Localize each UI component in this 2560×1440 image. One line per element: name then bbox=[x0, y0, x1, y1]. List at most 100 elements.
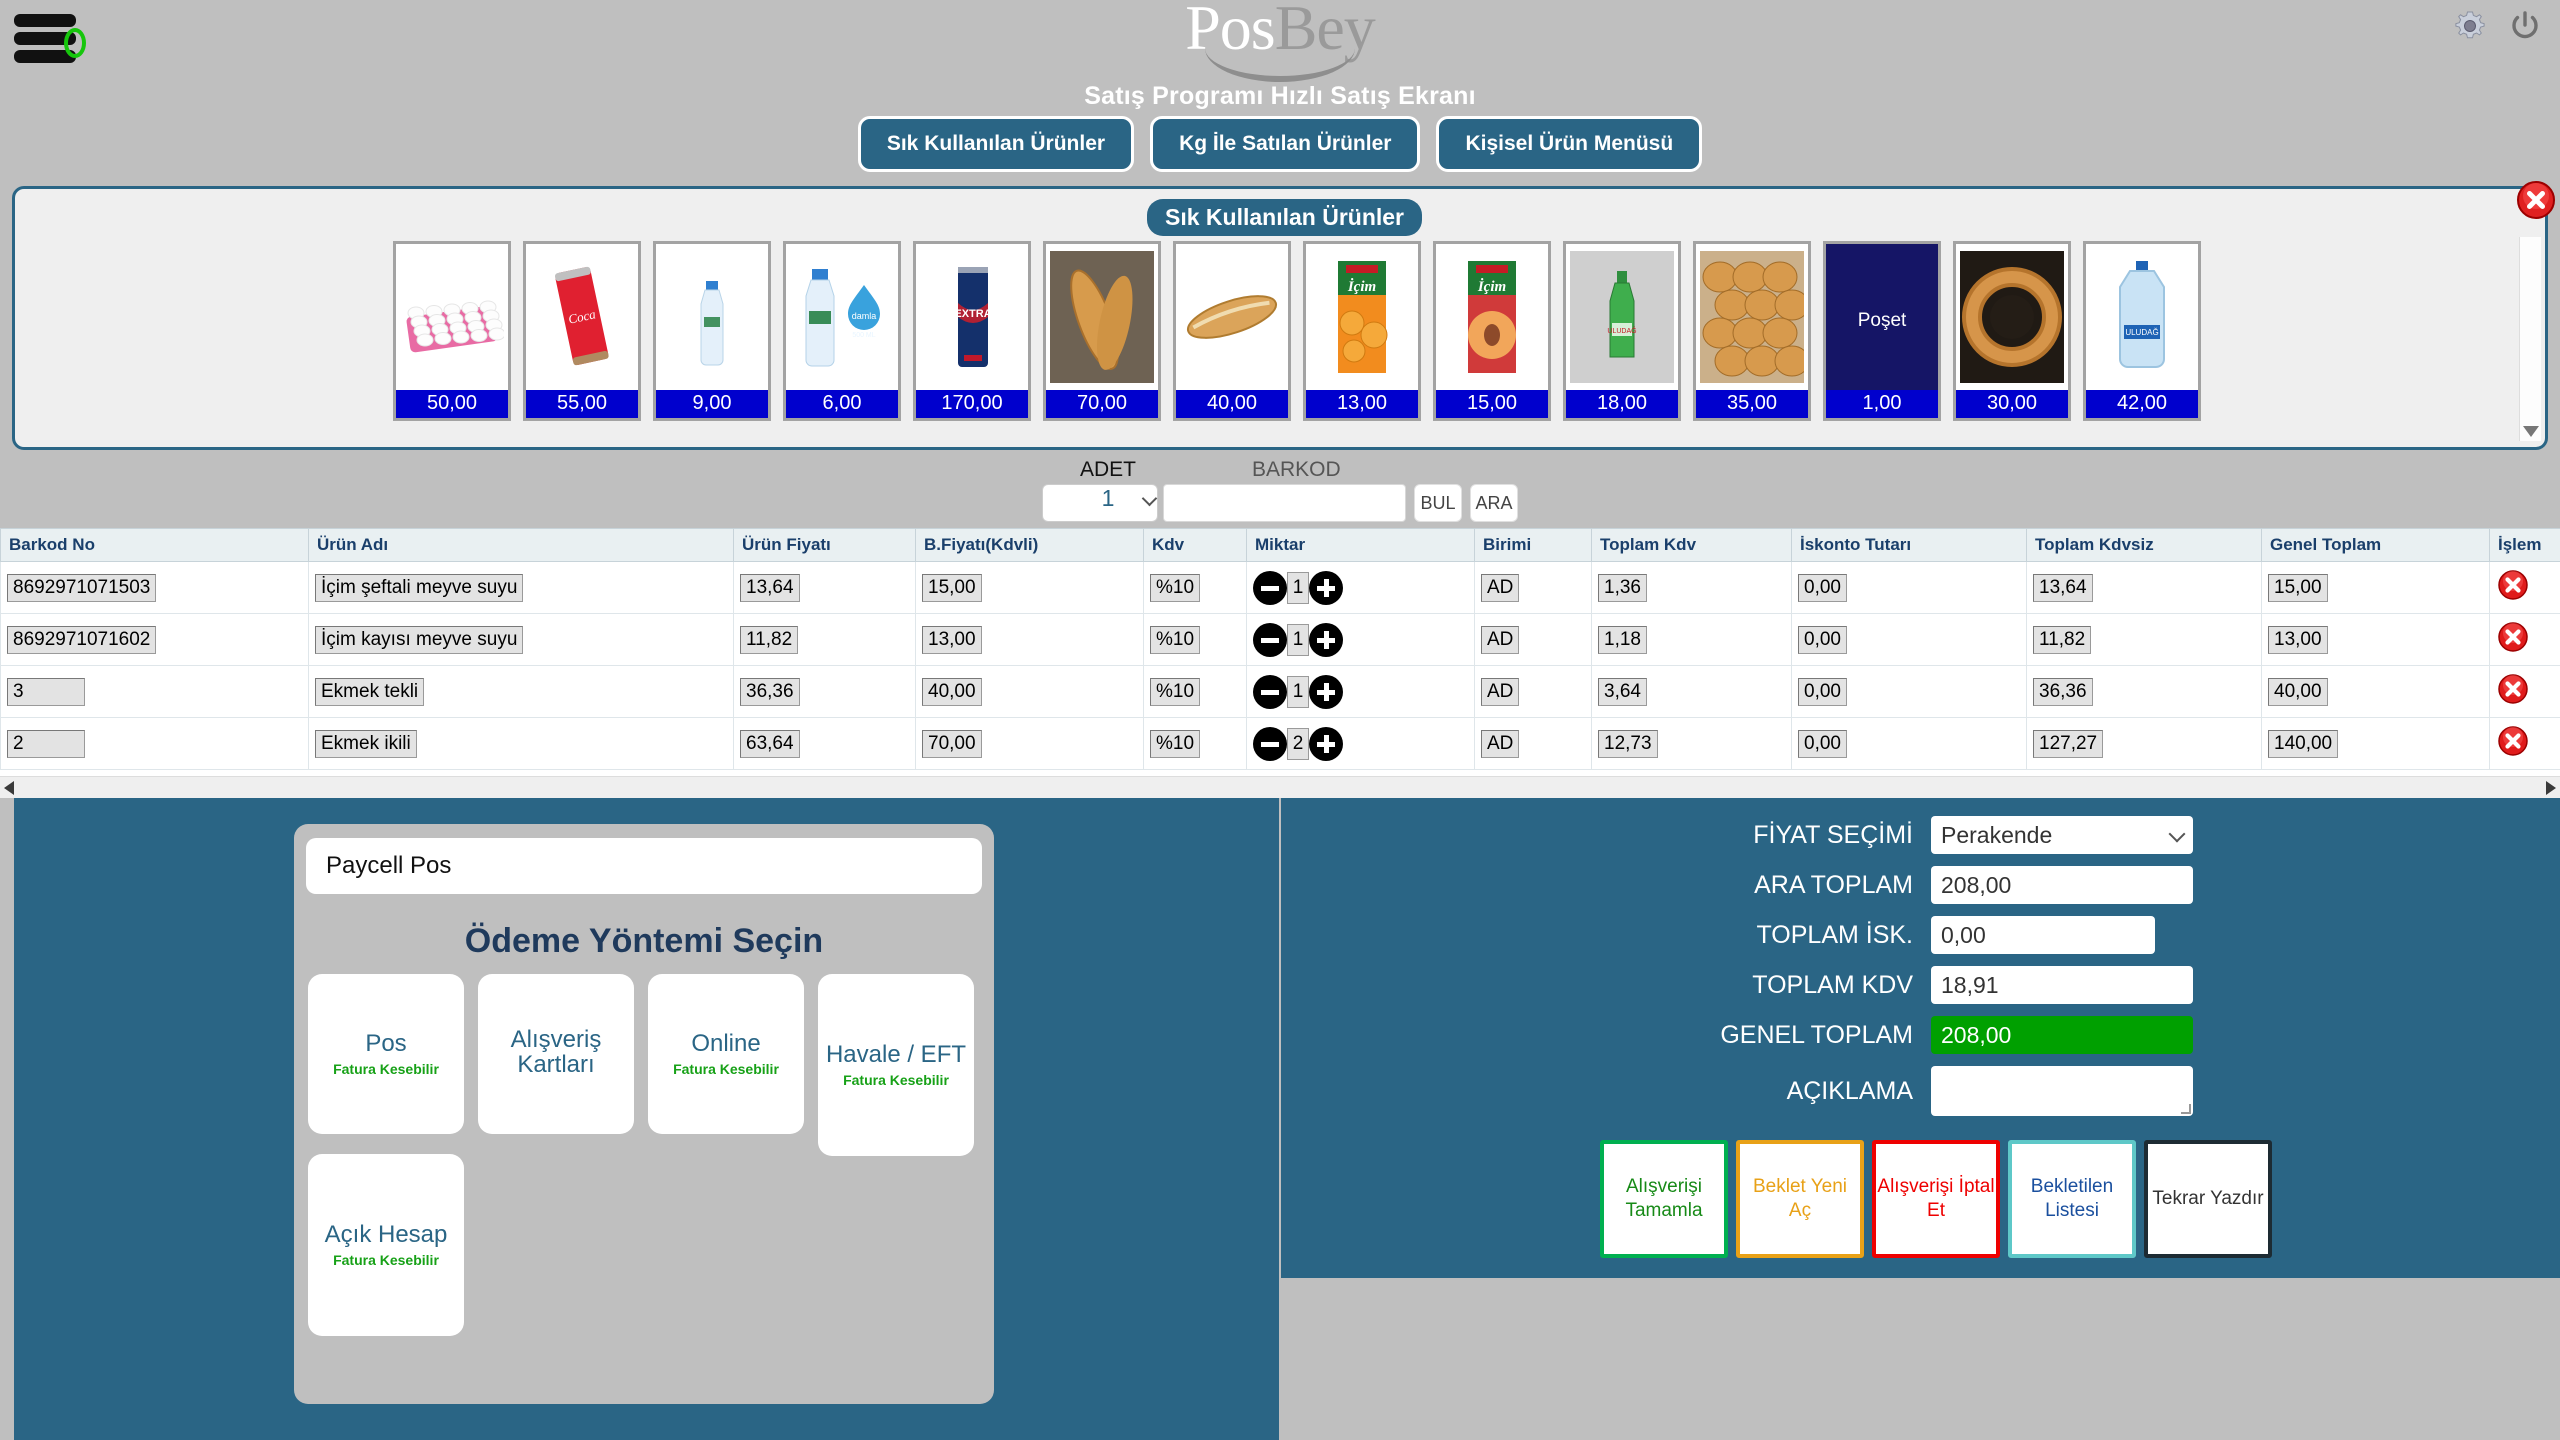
table-row[interactable]: 2 Ekmek ikili 63,64 70,00 %10 2 AD 12,73 0,00 1… bbox=[0, 717, 2560, 770]
favorite-product-card[interactable]: İçim 15,00 bbox=[1433, 241, 1551, 421]
plus-circle-icon[interactable] bbox=[1309, 622, 1343, 657]
barkod-input[interactable] bbox=[1163, 484, 1406, 522]
fiyat-secimi-select[interactable]: Perakende bbox=[1931, 816, 2193, 854]
table-row[interactable]: 3 Ekmek tekli 36,36 40,00 %10 1 AD 3,64 0,00 36… bbox=[0, 665, 2560, 718]
gear-icon[interactable] bbox=[2452, 8, 2488, 44]
scroll-right-icon[interactable] bbox=[2546, 781, 2556, 795]
payment-method-pos[interactable]: Pos Fatura Kesebilir bbox=[308, 974, 464, 1134]
favorite-product-price: 9,00 bbox=[656, 390, 768, 418]
favorite-product-card[interactable]: 9,00 bbox=[653, 241, 771, 421]
payment-method-acik-hesap[interactable]: Açık Hesap Fatura Kesebilir bbox=[308, 1154, 464, 1336]
cola-can-icon: Coca bbox=[526, 244, 638, 390]
favorites-product-row: 50,00 Coca 55,00 9,00 damla 500 ML 6,00 EXTRA 17… bbox=[23, 241, 2517, 421]
action-button[interactable]: Tekrar Yazdır bbox=[2144, 1140, 2272, 1258]
minus-circle-icon[interactable] bbox=[1253, 674, 1287, 709]
system-icons bbox=[2452, 8, 2542, 44]
plain-navy-tile-icon: Poşet bbox=[1826, 244, 1938, 390]
plus-circle-icon[interactable] bbox=[1309, 570, 1343, 605]
kdv-value: %10 bbox=[1150, 677, 1201, 706]
cell-toplam-kdvsiz: 11,82 bbox=[2026, 613, 2262, 666]
favorites-vertical-scrollbar[interactable] bbox=[2519, 237, 2541, 441]
payment-method-note: Fatura Kesebilir bbox=[843, 1071, 949, 1088]
table-row[interactable]: 8692971071503 İçim şeftali meyve suyu 13,6… bbox=[0, 561, 2560, 614]
quantity-stepper[interactable]: 2 bbox=[1253, 726, 1468, 761]
green-soda-bottle-icon: ULUDAĞ bbox=[1566, 244, 1678, 390]
quantity-stepper[interactable]: 1 bbox=[1253, 674, 1468, 709]
favorite-product-card[interactable]: damla 500 ML 6,00 bbox=[783, 241, 901, 421]
favorites-scroll-area[interactable]: 50,00 Coca 55,00 9,00 damla 500 ML 6,00 EXTRA 17… bbox=[23, 241, 2517, 439]
icim-apricot-juice-icon: İçim bbox=[1306, 244, 1418, 390]
action-button[interactable]: Alışverişi İptal Et bbox=[1872, 1140, 2000, 1258]
payment-method-grid: Pos Fatura Kesebilir Alışveriş Kartları … bbox=[308, 974, 974, 1156]
quantity-stepper[interactable]: 1 bbox=[1253, 622, 1468, 657]
favorite-product-card[interactable]: Poşet 1,00 bbox=[1823, 241, 1941, 421]
minus-circle-icon[interactable] bbox=[1253, 570, 1287, 605]
quantity-value[interactable]: 1 bbox=[1287, 571, 1309, 604]
cell-miktar: 2 bbox=[1246, 717, 1475, 770]
row-toplam-isk: TOPLAM İSK. 0,00 bbox=[1601, 916, 2155, 954]
payment-method-alisveris-kartlari[interactable]: Alışveriş Kartları bbox=[478, 974, 634, 1134]
action-button[interactable]: Beklet Yeni Aç bbox=[1736, 1140, 1864, 1258]
category-button-kg-ile-satilan[interactable]: Kg İle Satılan Ürünler bbox=[1150, 116, 1421, 172]
favorite-product-card[interactable]: 30,00 bbox=[1953, 241, 2071, 421]
favorite-product-card[interactable]: EXTRA 170,00 bbox=[913, 241, 1031, 421]
quantity-value[interactable]: 1 bbox=[1287, 675, 1309, 708]
barcode-bar: ADET BARKOD 1 BUL ARA bbox=[0, 456, 2560, 526]
favorite-product-card[interactable]: İçim 13,00 bbox=[1303, 241, 1421, 421]
payment-method-online[interactable]: Online Fatura Kesebilir bbox=[648, 974, 804, 1134]
category-button-sik-kullanilan[interactable]: Sık Kullanılan Ürünler bbox=[857, 116, 1135, 172]
ara-button[interactable]: ARA bbox=[1470, 484, 1518, 522]
favorite-product-card[interactable]: Coca 55,00 bbox=[523, 241, 641, 421]
favorite-product-card[interactable]: 35,00 bbox=[1693, 241, 1811, 421]
quantity-value[interactable]: 1 bbox=[1287, 623, 1309, 656]
cell-urun-fiyati: 11,82 bbox=[733, 613, 916, 666]
bul-button[interactable]: BUL bbox=[1414, 484, 1462, 522]
row-fiyat-secimi: FİYAT SEÇİMİ Perakende bbox=[1601, 816, 2193, 854]
cell-toplam-kdvsiz: 36,36 bbox=[2026, 665, 2262, 718]
delete-circle-icon[interactable] bbox=[2496, 726, 2530, 762]
pos-device-input[interactable]: Paycell Pos bbox=[306, 838, 982, 894]
payment-method-havale-eft[interactable]: Havale / EFT Fatura Kesebilir bbox=[818, 974, 974, 1156]
cell-miktar: 1 bbox=[1246, 613, 1475, 666]
col-header-barkod-no: Barkod No bbox=[0, 528, 309, 562]
delete-circle-icon[interactable] bbox=[2496, 674, 2530, 710]
cell-iskonto-tutari: 0,00 bbox=[1791, 561, 2027, 614]
action-button[interactable]: Alışverişi Tamamla bbox=[1600, 1140, 1728, 1258]
cell-toplam-kdv: 3,64 bbox=[1591, 665, 1792, 718]
genel-toplam-label: GENEL TOPLAM bbox=[1720, 1020, 1913, 1049]
cell-islem bbox=[2489, 561, 2560, 614]
col-header-toplam-kdvsiz: Toplam Kdvsiz bbox=[2026, 528, 2262, 562]
chevron-down-icon[interactable] bbox=[2523, 426, 2539, 437]
quantity-value[interactable]: 2 bbox=[1287, 727, 1309, 760]
delete-circle-icon[interactable] bbox=[2496, 570, 2530, 606]
scroll-left-icon[interactable] bbox=[4, 781, 14, 795]
resize-grip-icon[interactable] bbox=[2181, 1104, 2191, 1114]
cell-iskonto-tutari: 0,00 bbox=[1791, 717, 2027, 770]
favorite-product-card[interactable]: ULUDAĞ 42,00 bbox=[2083, 241, 2201, 421]
close-circle-icon[interactable] bbox=[2515, 179, 2557, 221]
payment-method-label: Alışveriş Kartları bbox=[510, 1025, 602, 1078]
delete-circle-icon[interactable] bbox=[2496, 622, 2530, 658]
favorite-product-card[interactable]: 50,00 bbox=[393, 241, 511, 421]
power-icon[interactable] bbox=[2508, 9, 2542, 43]
table-row[interactable]: 8692971071602 İçim kayısı meyve suyu 11,82… bbox=[0, 613, 2560, 666]
status-ring-icon bbox=[64, 28, 86, 58]
favorite-product-card[interactable]: 40,00 bbox=[1173, 241, 1291, 421]
minus-circle-icon[interactable] bbox=[1253, 726, 1287, 761]
minus-circle-icon[interactable] bbox=[1253, 622, 1287, 657]
favorite-product-card[interactable]: 70,00 bbox=[1043, 241, 1161, 421]
quantity-stepper[interactable]: 1 bbox=[1253, 570, 1468, 605]
plus-circle-icon[interactable] bbox=[1309, 726, 1343, 761]
cart-horizontal-scrollbar[interactable] bbox=[0, 776, 2560, 798]
aciklama-textarea[interactable] bbox=[1931, 1066, 2193, 1116]
plus-circle-icon[interactable] bbox=[1309, 674, 1343, 709]
row-aciklama: AÇIKLAMA bbox=[1601, 1066, 2193, 1116]
adet-select[interactable]: 1 bbox=[1042, 484, 1158, 522]
action-button[interactable]: Bekletilen Listesi bbox=[2008, 1140, 2136, 1258]
barkod-no-value: 8692971071503 bbox=[7, 573, 157, 602]
cell-birimi: AD bbox=[1474, 613, 1592, 666]
toplam-isk-input[interactable]: 0,00 bbox=[1931, 916, 2155, 954]
favorite-product-card[interactable]: ULUDAĞ 18,00 bbox=[1563, 241, 1681, 421]
category-button-kisisel-urun[interactable]: Kişisel Ürün Menüsü bbox=[1436, 116, 1703, 172]
hamburger-menu-icon[interactable] bbox=[14, 12, 94, 64]
